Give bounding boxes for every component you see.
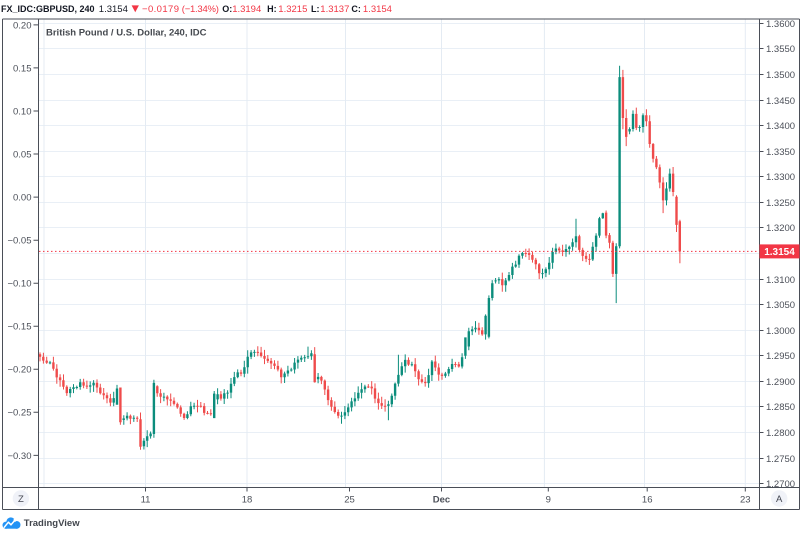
svg-text:25: 25	[344, 495, 355, 506]
svg-text:23: 23	[740, 495, 751, 506]
svg-text:1.3215: 1.3215	[278, 4, 307, 15]
svg-text:C:: C:	[351, 4, 361, 14]
svg-text:British Pound / U.S. Dollar, 2: British Pound / U.S. Dollar, 240, IDC	[46, 28, 207, 39]
svg-text:1.2950: 1.2950	[766, 351, 795, 362]
svg-text:−0.10: −0.10	[7, 279, 31, 290]
svg-text:1.3154: 1.3154	[764, 247, 795, 258]
svg-text:H:: H:	[267, 4, 277, 14]
svg-text:1.2750: 1.2750	[766, 454, 795, 465]
svg-text:−0.30: −0.30	[7, 451, 31, 462]
svg-text:1.3450: 1.3450	[766, 96, 795, 107]
svg-text:(−1.34%): (−1.34%)	[182, 4, 219, 15]
svg-text:0.10: 0.10	[13, 106, 32, 117]
svg-text:−0.15: −0.15	[7, 322, 31, 333]
svg-text:A: A	[776, 494, 783, 505]
svg-text:1.3194: 1.3194	[232, 4, 261, 15]
svg-text:1.3154: 1.3154	[363, 4, 392, 15]
svg-text:1.3600: 1.3600	[766, 19, 795, 30]
svg-text:1.3350: 1.3350	[766, 147, 795, 158]
svg-text:TradingView: TradingView	[24, 518, 80, 529]
svg-text:0.00: 0.00	[13, 193, 32, 204]
svg-text:1.3400: 1.3400	[766, 121, 795, 132]
svg-text:1.3050: 1.3050	[766, 300, 795, 311]
svg-text:9: 9	[546, 495, 551, 506]
svg-text:1.2800: 1.2800	[766, 428, 795, 439]
svg-text:−0.20: −0.20	[7, 365, 31, 376]
svg-text:0.20: 0.20	[13, 20, 32, 31]
svg-text:0.05: 0.05	[13, 149, 32, 160]
svg-text:1.3000: 1.3000	[766, 326, 795, 337]
svg-text:Z: Z	[18, 494, 24, 505]
svg-text:18: 18	[242, 495, 253, 506]
svg-text:1.2700: 1.2700	[766, 479, 795, 490]
svg-text:1.3200: 1.3200	[766, 223, 795, 234]
svg-text:1.3500: 1.3500	[766, 70, 795, 81]
svg-text:1.3300: 1.3300	[766, 172, 795, 183]
svg-text:1.2850: 1.2850	[766, 402, 795, 413]
svg-text:16: 16	[642, 495, 653, 506]
svg-text:1.3250: 1.3250	[766, 198, 795, 209]
svg-text:O:: O:	[222, 4, 232, 14]
svg-text:0.15: 0.15	[13, 63, 32, 74]
svg-text:FX_IDC:GBPUSD, 240: FX_IDC:GBPUSD, 240	[1, 4, 95, 14]
svg-text:Dec: Dec	[433, 495, 450, 506]
svg-text:−0.25: −0.25	[7, 408, 31, 419]
svg-text:1.3100: 1.3100	[766, 275, 795, 286]
svg-text:−0.0179: −0.0179	[142, 4, 179, 15]
svg-text:1.2900: 1.2900	[766, 377, 795, 388]
svg-text:1.3137: 1.3137	[320, 4, 349, 15]
svg-text:11: 11	[141, 495, 151, 506]
svg-text:L:: L:	[311, 4, 320, 14]
svg-text:1.3550: 1.3550	[766, 44, 795, 55]
svg-text:−0.05: −0.05	[7, 236, 31, 247]
svg-text:1.3154: 1.3154	[99, 4, 128, 15]
